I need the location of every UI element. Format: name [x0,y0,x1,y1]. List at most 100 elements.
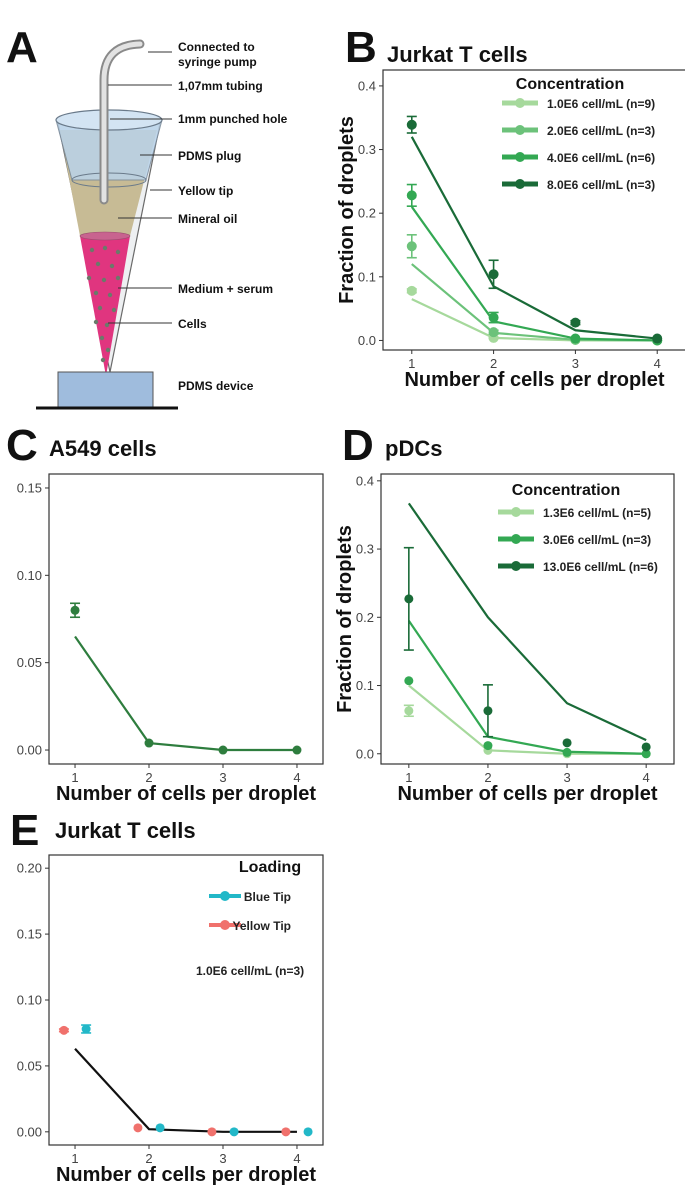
data-point [562,738,572,748]
label-mineral-oil: Mineral oil [178,212,237,226]
pdms-plug-bottom [71,172,147,188]
y-tick-label: 0.3 [358,142,376,157]
y-tick-label: 0.0 [356,746,374,761]
panel-letter-b: B [345,23,377,72]
y-tick-label: 0.3 [356,542,374,557]
pdms-plug-top [55,109,163,131]
plot-frame [382,69,685,351]
legend-key-point [515,125,525,135]
series-line [410,136,658,340]
x-axis-label: Number of cells per droplet [56,1164,316,1186]
panel-letter-c: C [6,421,38,470]
data-point [488,327,499,338]
x-tick-label: 1 [71,1151,78,1166]
y-tick-label: 0.4 [356,473,374,488]
data-point [570,333,581,344]
label-cells: Cells [178,317,207,331]
series-line [407,620,647,755]
x-tick-label: 4 [643,770,650,785]
data-point [570,317,581,328]
legend-key-point [515,98,525,108]
legend-item-label: 13.0E6 cell/mL (n=6) [543,560,658,574]
x-tick-label: 3 [219,770,226,785]
data-point [641,742,651,752]
y-tick-label: 0.10 [17,993,42,1008]
chart-title: A549 cells [49,436,157,461]
y-tick-label: 0.4 [358,78,376,93]
data-point [483,741,493,751]
legend-title: Concentration [512,482,620,499]
x-tick-label: 2 [484,770,491,785]
pdms-device [57,371,154,409]
data-point [404,706,414,716]
data-point [404,594,414,604]
x-tick-label: 3 [219,1151,226,1166]
chart-title: Jurkat T cells [387,42,528,67]
series-line [74,635,297,752]
y-tick-label: 0.05 [17,655,42,670]
legend-item-label: 3.0E6 cell/mL (n=3) [543,533,651,547]
data-point [406,190,417,201]
chart-jurkat-concentration: Jurkat T cells 0.0 0.1 0.2 0.3 0.4 1 2 3 4Number … [336,42,685,391]
data-point [652,333,663,344]
label-punched-hole: 1mm punched hole [178,112,288,126]
legend-item-label: 4.0E6 cell/mL (n=6) [547,151,655,165]
legend-item-label: 1.3E6 cell/mL (n=5) [543,506,651,520]
x-tick-label: 1 [408,356,415,371]
data-point [81,1024,91,1034]
y-tick-label: 0.2 [356,610,374,625]
legend-item-label: 8.0E6 cell/mL (n=3) [547,178,655,192]
legend-item-label: 2.0E6 cell/mL (n=3) [547,124,655,138]
plot-frame [48,473,324,765]
legend-key-point [511,507,521,517]
cells-dots [86,245,121,363]
data-point [207,1127,217,1137]
legend-key-point [511,534,521,544]
oil-medium-interface [79,231,131,241]
y-tick-label: 0.00 [17,1124,42,1139]
x-tick-label: 2 [490,356,497,371]
data-point [59,1025,69,1035]
legend-key-point [515,152,525,162]
chart-title: pDCs [385,436,442,461]
legend-note: 1.0E6 cell/mL (n=3) [196,964,304,978]
legend-key-point [220,920,230,930]
x-tick-label: 2 [145,770,152,785]
x-axis-label: Number of cells per droplet [397,783,657,805]
panel-letter-d: D [342,421,374,470]
data-point [404,676,414,686]
y-tick-label: 0.2 [358,206,376,221]
model-line [74,1048,297,1133]
legend-title: Loading [239,859,301,876]
label-pdms-device: PDMS device [178,379,254,393]
data-point [406,119,417,130]
data-point [488,269,499,280]
y-tick-label: 0.0 [358,333,376,348]
y-tick-label: 0.1 [358,269,376,284]
data-point [303,1127,313,1137]
data-point [155,1123,165,1133]
series-line [410,206,658,342]
data-point [133,1123,143,1133]
y-tick-label: 0.15 [17,927,42,942]
x-tick-label: 1 [405,770,412,785]
data-point [488,312,499,323]
x-tick-label: 3 [572,356,579,371]
y-tick-label: 0.05 [17,1058,42,1073]
medium-region [80,236,130,376]
label-connected-line2: syringe pump [178,55,257,69]
y-tick-label: 0.10 [17,568,42,583]
x-axis-label: Number of cells per droplet [404,369,664,391]
tubing-inner [101,41,143,203]
label-tubing: 1,07mm tubing [178,79,263,93]
plot-frame [380,473,675,765]
data-point [292,745,302,755]
y-tick-label: 0.20 [17,861,42,876]
data-point [229,1127,239,1137]
y-tick-label: 0.15 [17,480,42,495]
x-axis-label: Number of cells per droplet [56,783,316,805]
data-point [406,285,417,296]
